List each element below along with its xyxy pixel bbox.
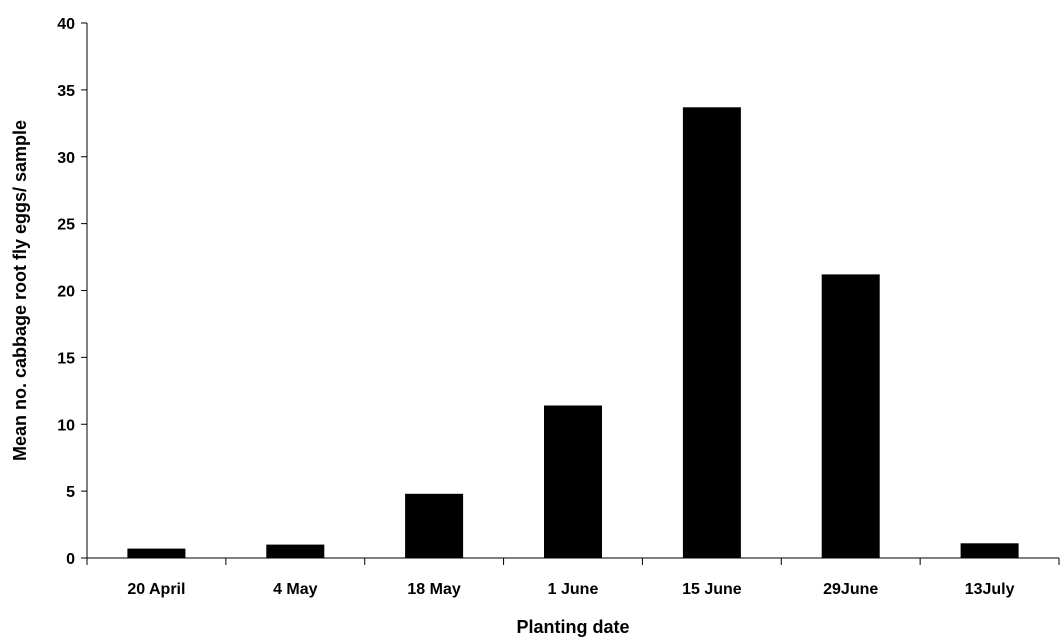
bar-5 xyxy=(682,107,741,559)
y-tick-label-5: 5 xyxy=(66,484,75,501)
y-tick-label-20: 20 xyxy=(57,284,75,301)
bar-7 xyxy=(960,543,1019,558)
y-tick-label-25: 25 xyxy=(57,217,75,234)
y-axis-title: Mean no. cabbage root fly eggs/ sample xyxy=(10,120,30,461)
axes-layer xyxy=(81,22,1060,565)
x-axis-title: Planting date xyxy=(516,617,629,637)
x-tick-label-3: 18 May xyxy=(407,581,460,598)
y-tick-label-35: 35 xyxy=(57,83,75,100)
bar-2 xyxy=(266,544,325,558)
y-tick-label-30: 30 xyxy=(57,150,75,167)
bar-3 xyxy=(405,493,464,558)
x-tick-label-5: 15 June xyxy=(682,581,742,598)
x-tick-label-7: 13July xyxy=(965,581,1015,598)
x-tick-label-2: 4 May xyxy=(273,581,318,598)
y-tick-label-40: 40 xyxy=(57,16,75,33)
bar-1 xyxy=(127,548,186,558)
bar-4 xyxy=(544,405,602,558)
x-tick-label-1: 20 April xyxy=(127,581,185,598)
y-tick-label-10: 10 xyxy=(57,417,75,434)
y-tick-label-0: 0 xyxy=(66,551,75,568)
bars-layer xyxy=(127,107,1019,559)
x-tick-label-4: 1 June xyxy=(548,581,599,598)
bar-6 xyxy=(821,274,880,558)
labels-layer: 0 5 10 15 20 25 30 35 40 20 April 4 May 18 May 1 Jun… xyxy=(57,16,1014,598)
y-tick-label-15: 15 xyxy=(57,350,75,367)
x-tick-label-6: 29June xyxy=(823,581,878,598)
